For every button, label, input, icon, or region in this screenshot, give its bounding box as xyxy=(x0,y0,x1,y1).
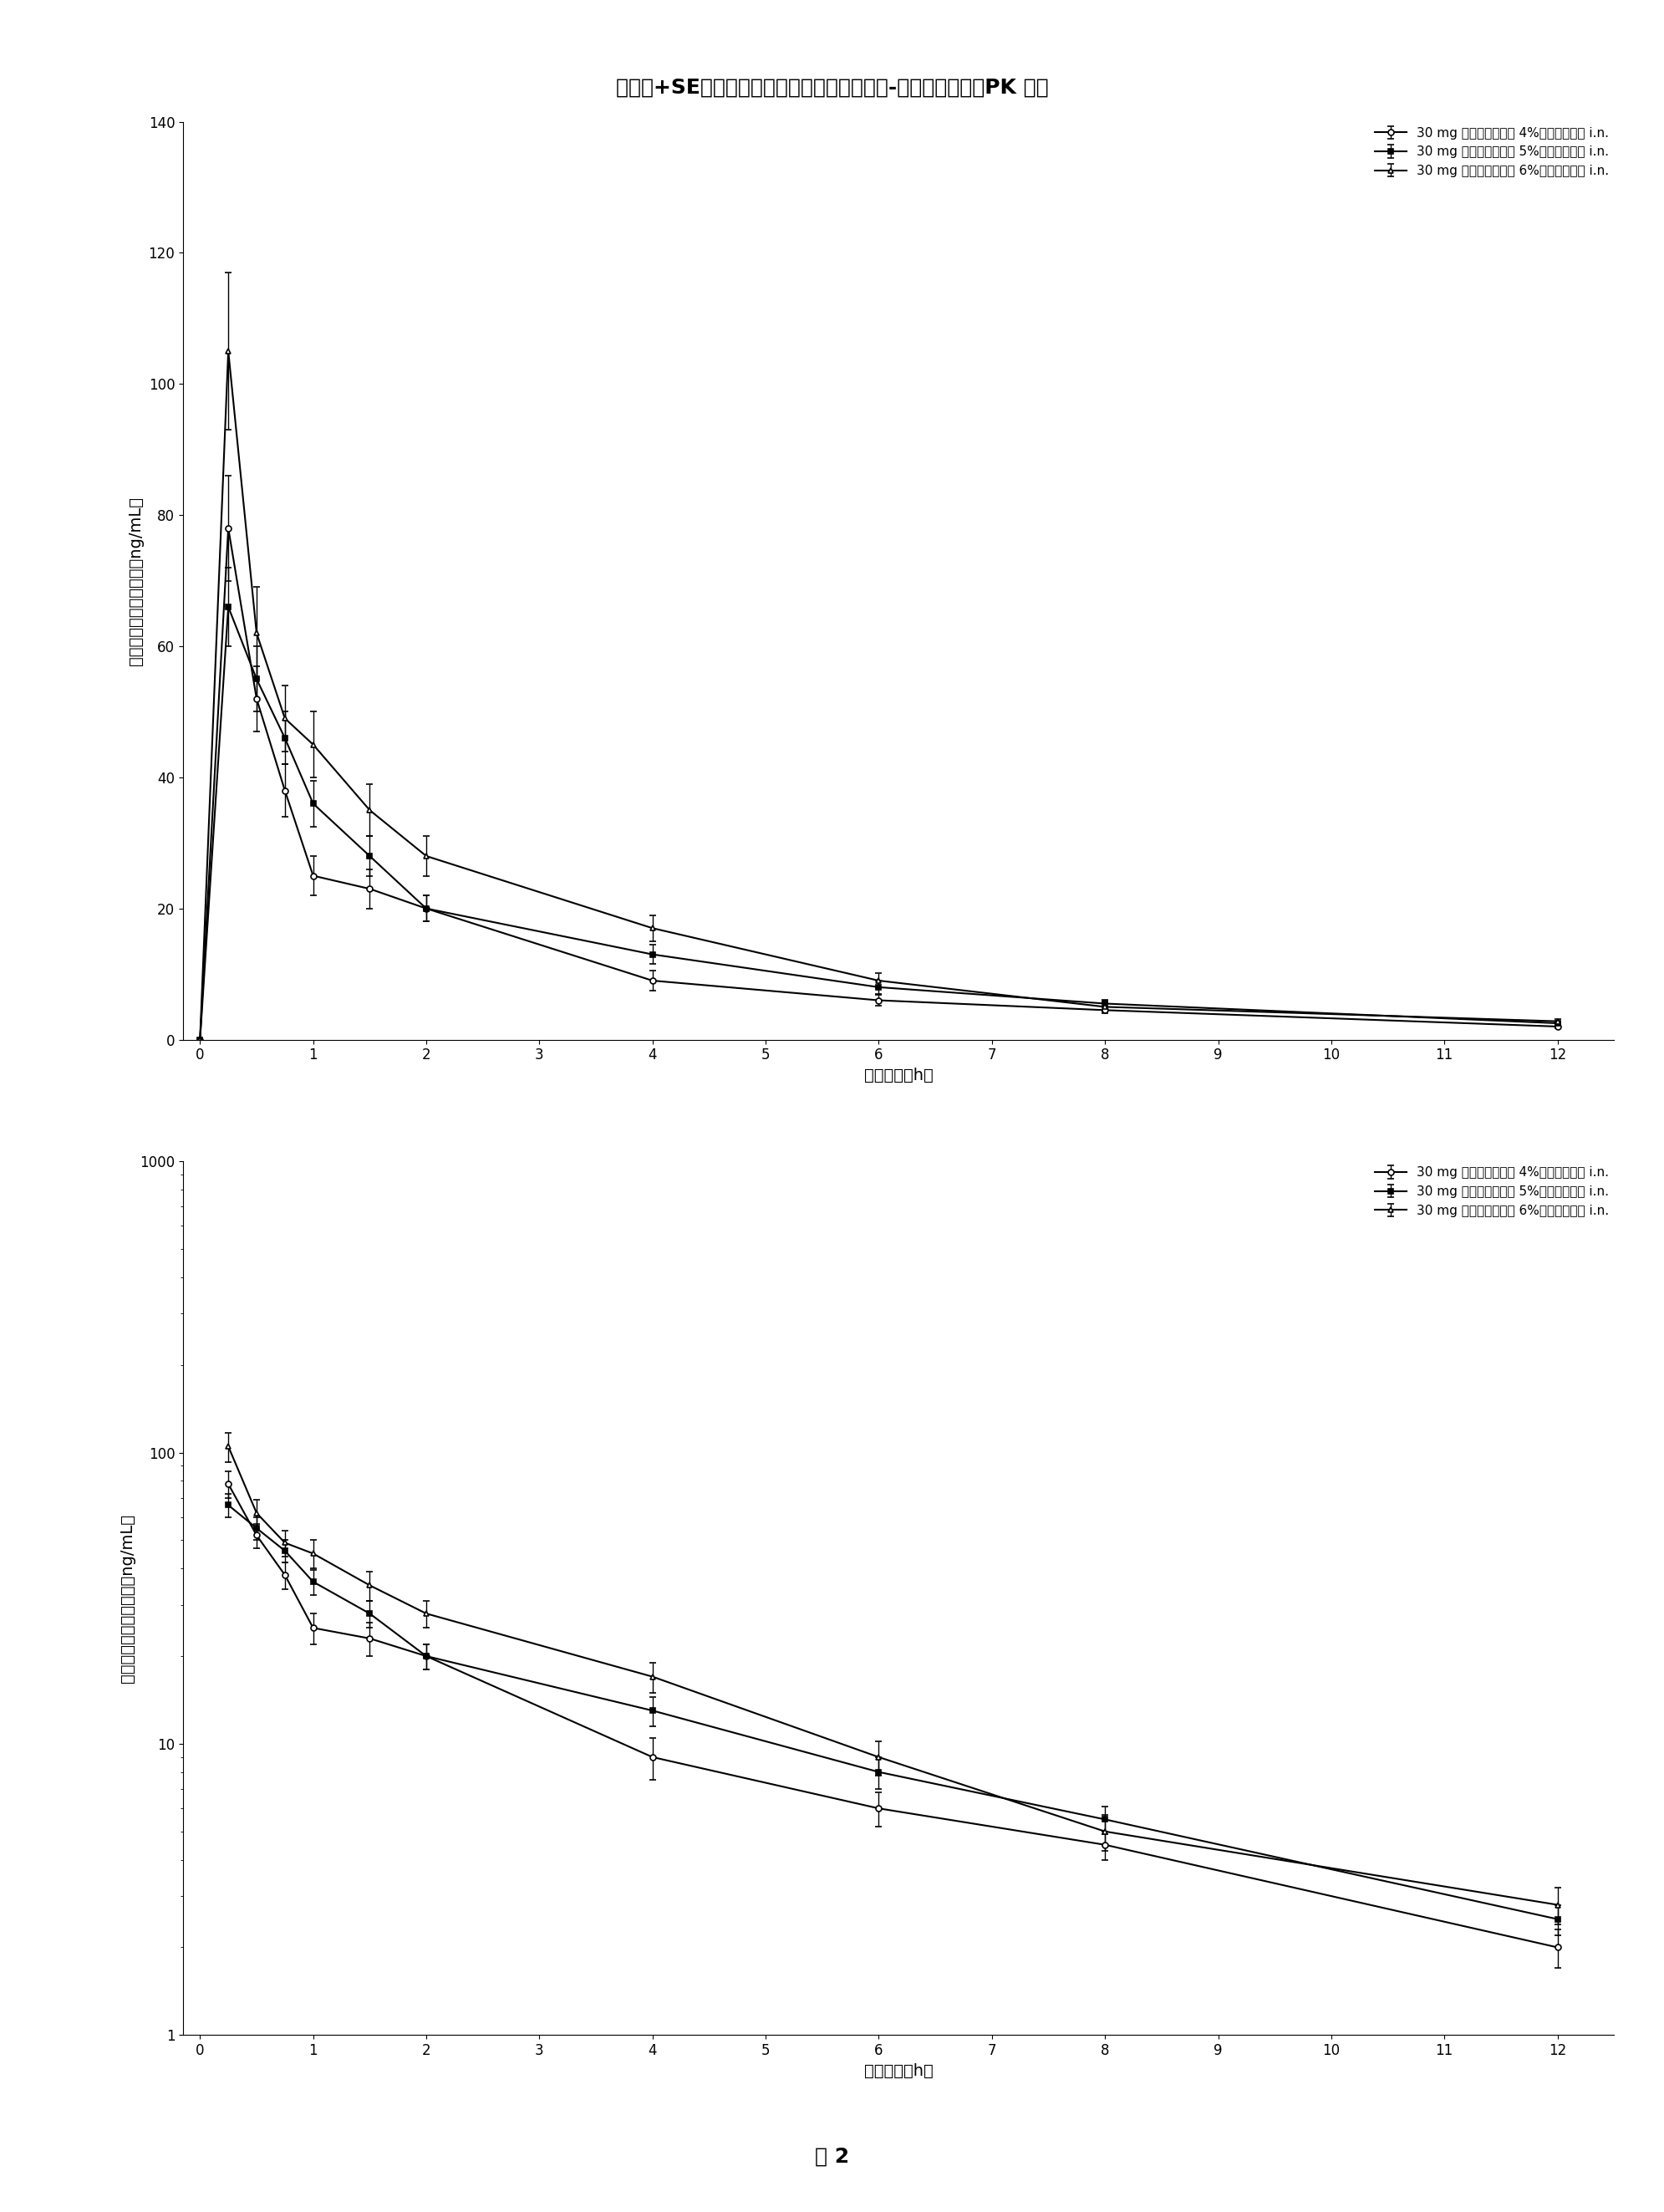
Y-axis label: 平均盐酸利多卡因浓度（ng/mL）: 平均盐酸利多卡因浓度（ng/mL） xyxy=(128,495,143,666)
Legend: 30 mg 酮咯酸丁三醇与 4%盐酸利多卡因 i.n., 30 mg 酮咯酸丁三醇与 5%盐酸利多卡因 i.n., 30 mg 酮咯酸丁三醇与 6%盐酸利多卡因: 30 mg 酮咯酸丁三醇与 4%盐酸利多卡因 i.n., 30 mg 酮咯酸丁三… xyxy=(1369,1161,1614,1221)
X-axis label: 额定时间（h）: 额定时间（h） xyxy=(864,2064,934,2079)
X-axis label: 额定时间（h）: 额定时间（h） xyxy=(864,1068,934,1084)
Text: 图 2: 图 2 xyxy=(815,2146,849,2168)
Y-axis label: 平均盐酸利多卡因浓度（ng/mL）: 平均盐酸利多卡因浓度（ng/mL） xyxy=(120,1513,135,1683)
Legend: 30 mg 酮咯酸丁三醇与 4%盐酸利多卡因 i.n., 30 mg 酮咯酸丁三醇与 5%盐酸利多卡因 i.n., 30 mg 酮咯酸丁三醇与 6%盐酸利多卡因: 30 mg 酮咯酸丁三醇与 4%盐酸利多卡因 i.n., 30 mg 酮咯酸丁三… xyxy=(1369,122,1614,181)
Text: 平均（+SE）线性和半对数血浆利多卡因浓度-时间特性曲线：PK 群体: 平均（+SE）线性和半对数血浆利多卡因浓度-时间特性曲线：PK 群体 xyxy=(616,77,1048,97)
